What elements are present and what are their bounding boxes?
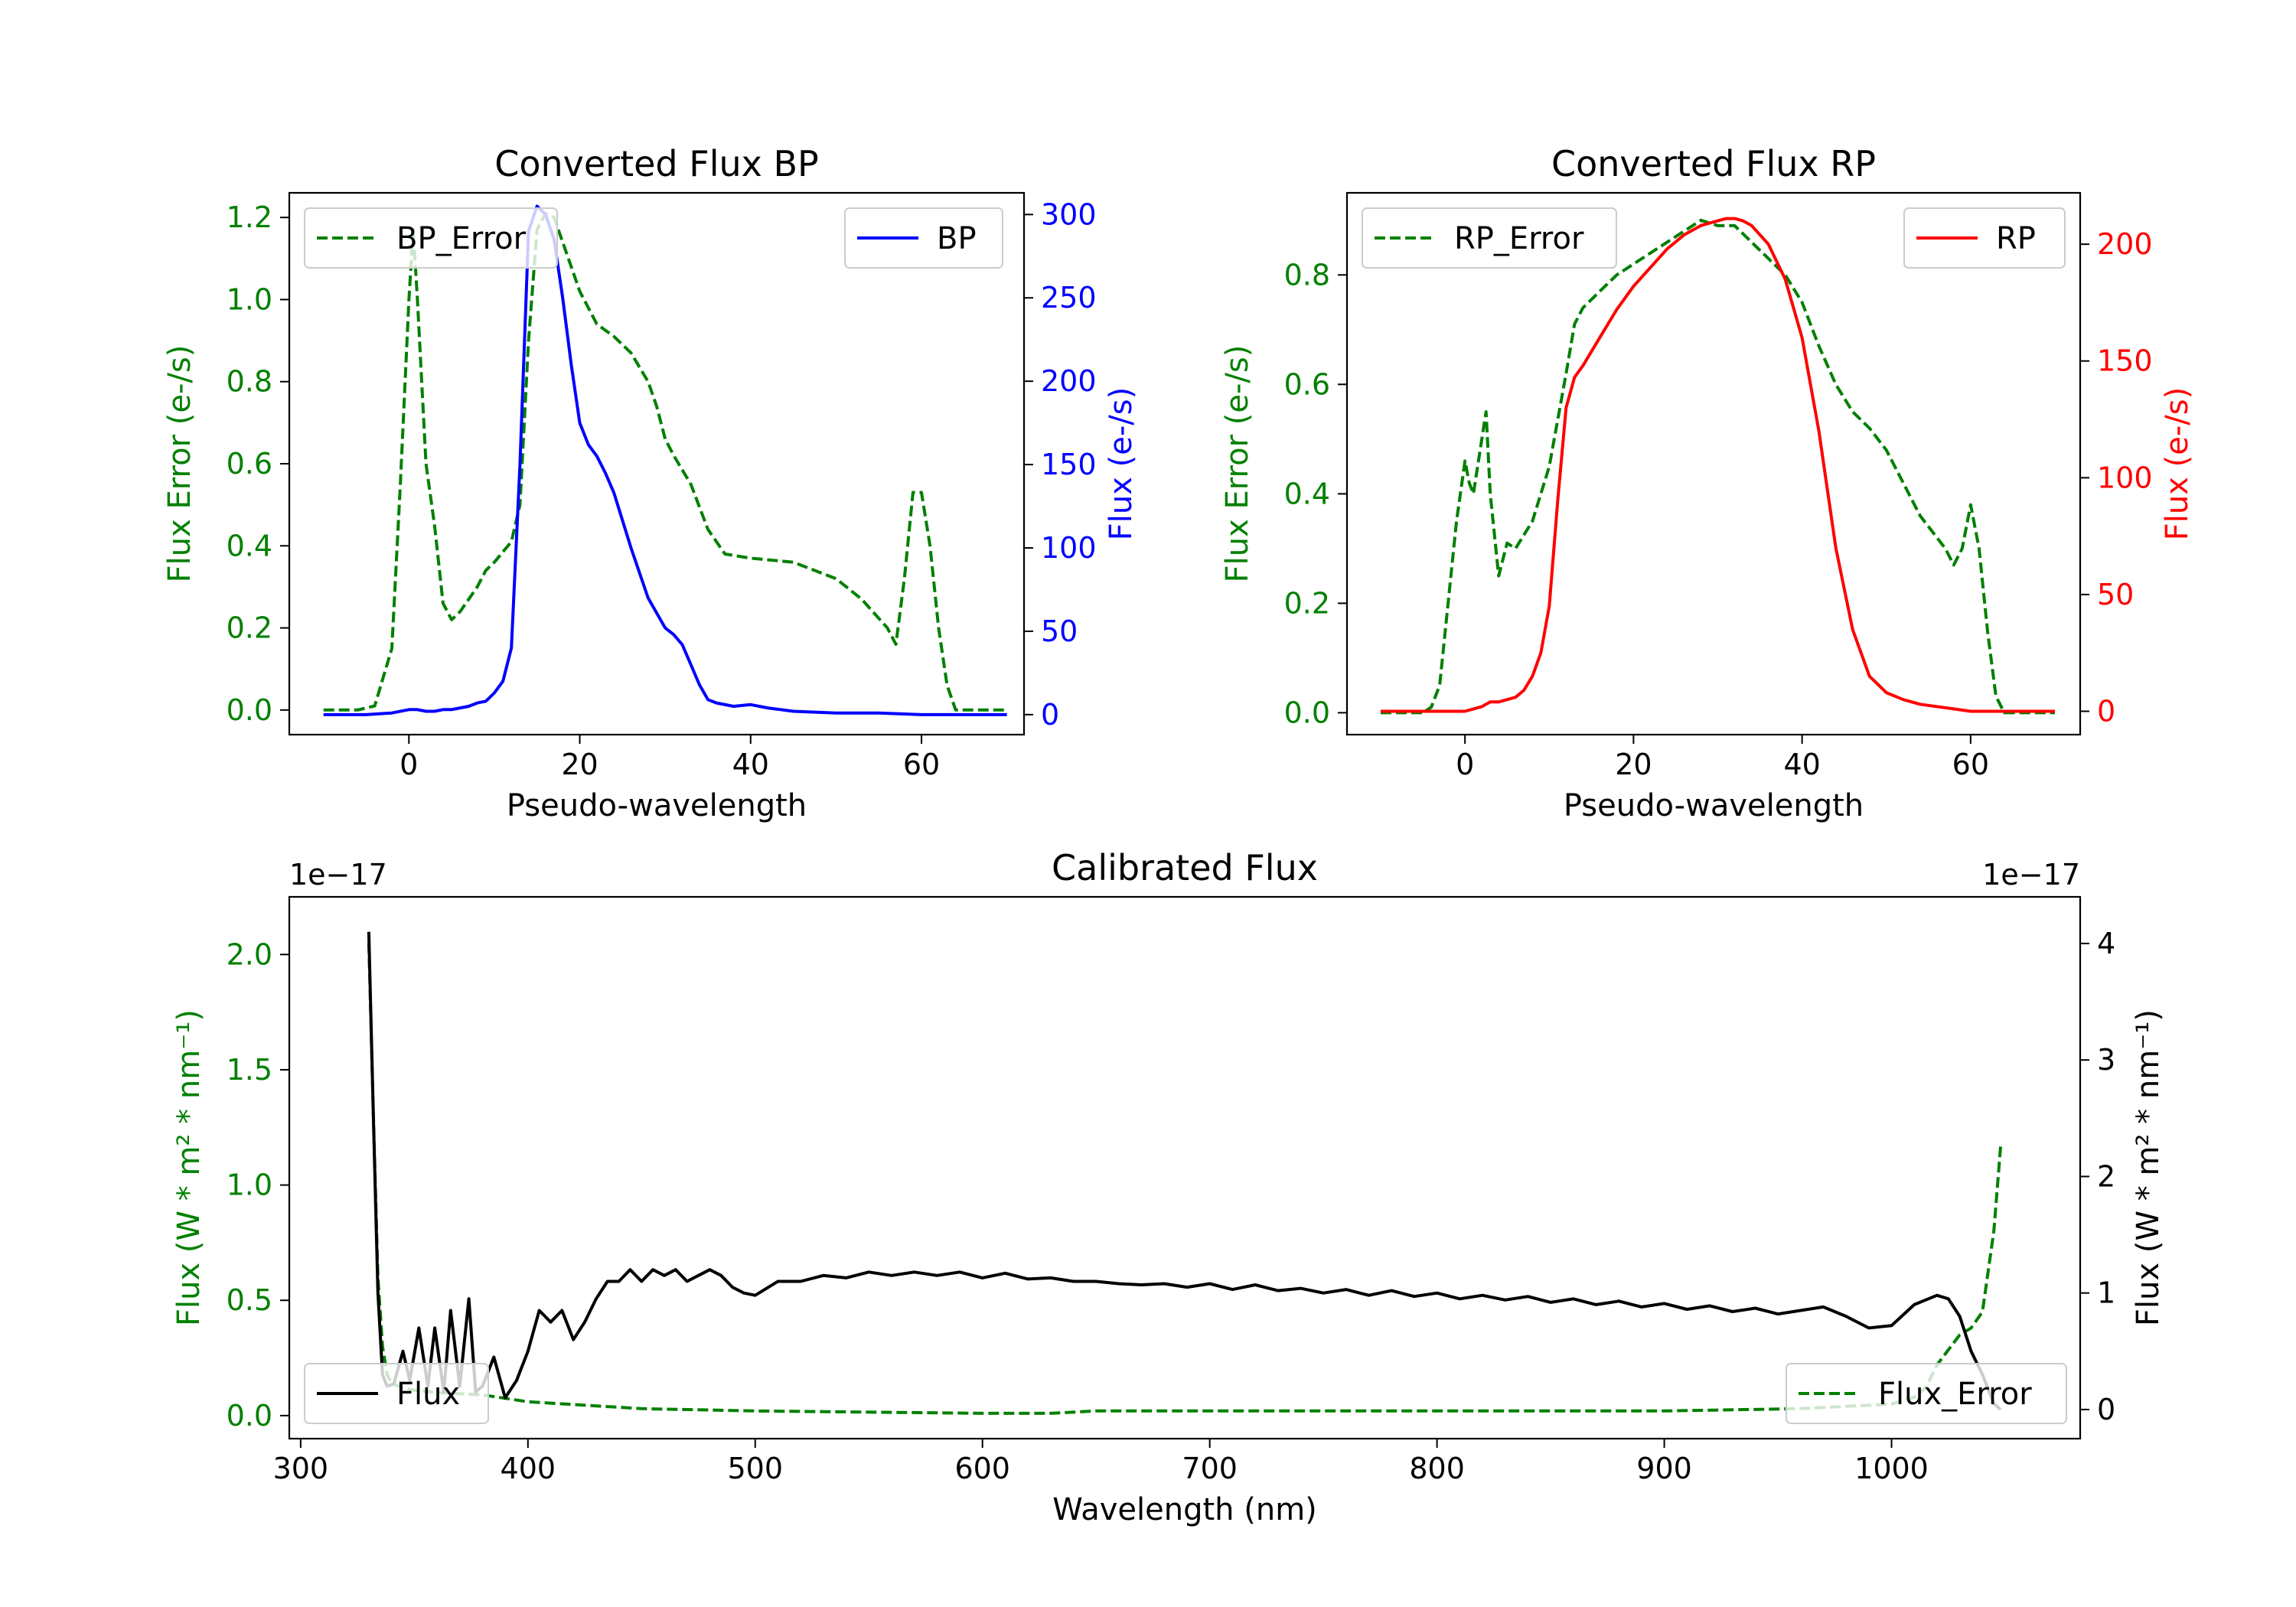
left-axis-label: Flux (W * m² * nm⁻¹) xyxy=(171,1009,207,1326)
x-tick-label: 60 xyxy=(903,748,940,781)
legend-label: BP xyxy=(937,221,977,256)
x-tick-label: 0 xyxy=(400,748,418,781)
x-tick-label: 40 xyxy=(1783,748,1820,781)
chart-title: Converted Flux BP xyxy=(494,143,819,184)
series-line-rp-error xyxy=(1381,218,2055,715)
right-tick-label: 0 xyxy=(2097,1393,2115,1426)
right-tick-label: 300 xyxy=(1041,197,1097,231)
left-tick-label: 1.0 xyxy=(227,282,272,316)
bp-chart-panel: 0 20 40 60 0.0 0.2 0.4 0.6 0.8 1.0 1.2 0 50 100 150 200… xyxy=(162,143,1139,823)
left-tick-label: 0.6 xyxy=(1284,367,1330,401)
left-tick-label: 0.0 xyxy=(1284,696,1330,729)
right-tick-label: 150 xyxy=(2097,344,2153,378)
left-tick-label: 0.2 xyxy=(227,611,272,645)
x-tick-label: 20 xyxy=(1615,748,1652,781)
left-tick-label: 0.0 xyxy=(227,693,272,727)
legend-box xyxy=(1362,207,1617,269)
legend-box xyxy=(844,207,1003,269)
right-tick-label: 0 xyxy=(1041,698,1059,732)
chart-title: Calibrated Flux xyxy=(1052,847,1318,888)
right-tick-label: 250 xyxy=(1041,281,1097,315)
right-tick-label: 4 xyxy=(2097,927,2115,960)
right-axis-label: Flux (e-/s) xyxy=(1104,387,1139,540)
plot-frame xyxy=(1345,191,2082,736)
x-tick-label: 20 xyxy=(561,748,598,781)
legend-flux-error: Flux_Error xyxy=(1786,1363,2067,1424)
x-tick-label: 600 xyxy=(954,1452,1010,1485)
right-tick-label: 2 xyxy=(2097,1159,2115,1193)
series-line-flux-error xyxy=(367,943,2003,1415)
legend-label: BP_Error xyxy=(396,221,527,256)
right-tick-label: 50 xyxy=(1041,614,1078,648)
right-axis-label: Flux (e-/s) xyxy=(2160,387,2195,540)
right-axis-label: Flux (W * m² * nm⁻¹) xyxy=(2131,1009,2166,1326)
left-axis-label: Flux Error (e-/s) xyxy=(1220,345,1255,583)
left-tick-label: 0.8 xyxy=(227,365,272,399)
calibrated-chart-panel: 300 400 500 600 700 800 900 1000 0.0 0.5 1.0 1.5 2.0… xyxy=(171,847,2166,1527)
right-tick-label: 0 xyxy=(2097,694,2115,728)
right-tick-label: 50 xyxy=(2097,578,2134,611)
plot-frame xyxy=(288,191,1026,736)
x-axis-label: Pseudo-wavelength xyxy=(1564,788,1864,823)
x-tick-label: 60 xyxy=(1952,748,1989,781)
legend-label: Flux_Error xyxy=(1878,1377,2032,1412)
legend-rp: RP xyxy=(1903,207,2066,269)
x-tick-label: 900 xyxy=(1636,1452,1692,1485)
x-tick-label: 1000 xyxy=(1854,1452,1929,1485)
series-line-rp xyxy=(1381,217,2055,713)
right-tick-label: 150 xyxy=(1041,448,1097,481)
right-tick-label: 200 xyxy=(1041,364,1097,398)
right-tick-label: 3 xyxy=(2097,1043,2115,1077)
x-tick-label: 400 xyxy=(501,1452,556,1485)
left-tick-label: 1.5 xyxy=(227,1053,272,1087)
left-tick-label: 1.0 xyxy=(227,1169,272,1202)
right-tick-label: 100 xyxy=(1041,531,1097,565)
legend-label: Flux xyxy=(396,1377,460,1412)
left-tick-label: 0.0 xyxy=(227,1399,272,1433)
legend-box xyxy=(304,1363,489,1424)
left-axis-offset: 1e−17 xyxy=(289,858,387,892)
x-tick-label: 300 xyxy=(273,1452,329,1485)
left-tick-label: 0.5 xyxy=(227,1283,272,1317)
left-tick-label: 0.8 xyxy=(1284,258,1330,292)
legend-bp: BP xyxy=(844,207,1003,269)
x-tick-label: 800 xyxy=(1409,1452,1465,1485)
rp-chart-panel: 0 20 40 60 0.0 0.2 0.4 0.6 0.8 0 50 100 150 200 Conver… xyxy=(1220,143,2195,823)
x-tick-label: 40 xyxy=(732,748,769,781)
x-tick-label: 0 xyxy=(1456,748,1474,781)
x-tick-label: 500 xyxy=(727,1452,783,1485)
legend-flux: Flux xyxy=(304,1363,489,1424)
series-line-bp xyxy=(323,204,1007,716)
x-axis-label: Pseudo-wavelength xyxy=(507,788,807,823)
legend-rp-error: RP_Error xyxy=(1362,207,1617,269)
left-tick-label: 0.2 xyxy=(1284,586,1330,620)
left-tick-label: 0.4 xyxy=(227,529,272,562)
x-tick-label: 700 xyxy=(1182,1452,1238,1485)
left-tick-label: 2.0 xyxy=(227,937,272,971)
legend-label: RP xyxy=(1996,221,2036,256)
legend-bp-error: BP_Error xyxy=(304,207,558,269)
legend-box xyxy=(1903,207,2066,269)
legend-label: RP_Error xyxy=(1454,221,1584,256)
right-tick-label: 200 xyxy=(2097,227,2153,261)
legend-box xyxy=(1786,1363,2067,1424)
chart-title: Converted Flux RP xyxy=(1551,143,1876,184)
left-axis-label: Flux Error (e-/s) xyxy=(162,345,197,583)
right-axis-offset: 1e−17 xyxy=(1982,858,2080,892)
right-tick-label: 100 xyxy=(2097,461,2153,494)
legend-box xyxy=(304,207,558,269)
left-tick-label: 1.2 xyxy=(227,200,272,234)
left-tick-label: 0.6 xyxy=(227,447,272,481)
x-axis-label: Wavelength (nm) xyxy=(1052,1492,1317,1527)
series-line-flux xyxy=(367,931,2002,1411)
series-line-bp-error xyxy=(323,211,1007,712)
plot-frame xyxy=(288,895,2082,1440)
left-tick-label: 0.4 xyxy=(1284,477,1330,510)
right-tick-label: 1 xyxy=(2097,1276,2115,1310)
